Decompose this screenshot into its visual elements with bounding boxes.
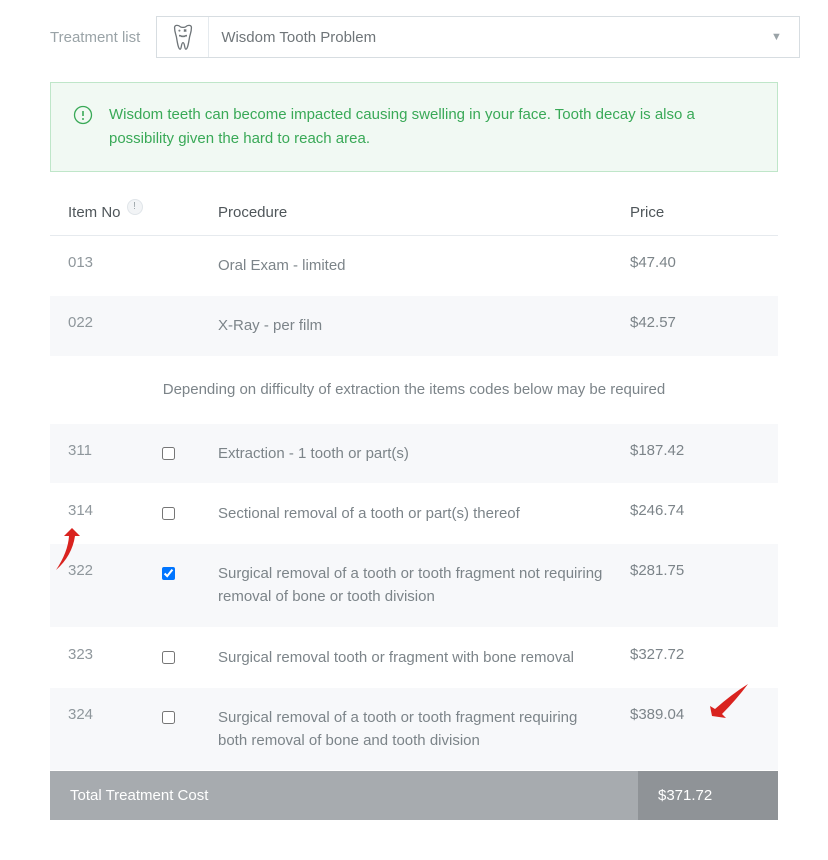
table-row: 322 Surgical removal of a tooth or tooth… bbox=[50, 544, 778, 628]
total-label: Total Treatment Cost bbox=[50, 771, 638, 820]
item-procedure: Surgical removal of a tooth or tooth fra… bbox=[218, 562, 630, 609]
item-price: $281.75 bbox=[630, 562, 760, 579]
info-badge-icon[interactable]: ! bbox=[127, 199, 143, 215]
item-procedure: Surgical removal tooth or fragment with … bbox=[218, 646, 630, 669]
total-value: $371.72 bbox=[638, 771, 778, 820]
table-row: 323 Surgical removal tooth or fragment w… bbox=[50, 628, 778, 688]
item-procedure: Oral Exam - limited bbox=[218, 254, 630, 277]
treatment-select[interactable]: Wisdom Tooth Problem ▼ bbox=[156, 16, 800, 58]
total-row: Total Treatment Cost $371.72 bbox=[50, 771, 778, 820]
item-procedure: Sectional removal of a tooth or part(s) … bbox=[218, 502, 630, 525]
item-procedure: Extraction - 1 tooth or part(s) bbox=[218, 442, 630, 465]
row-checkbox[interactable] bbox=[162, 651, 175, 664]
info-icon bbox=[73, 105, 93, 125]
item-code: 324 bbox=[68, 706, 158, 723]
page-root: Treatment list Wisdom Tooth Problem ▼ bbox=[0, 0, 828, 860]
item-price: $246.74 bbox=[630, 502, 760, 519]
col-procedure: Procedure bbox=[218, 204, 630, 221]
treatment-select-value: Wisdom Tooth Problem bbox=[209, 29, 771, 46]
item-price: $187.42 bbox=[630, 442, 760, 459]
section-note: Depending on difficulty of extraction th… bbox=[50, 357, 778, 424]
chevron-down-icon: ▼ bbox=[771, 31, 799, 43]
item-code: 013 bbox=[68, 254, 158, 271]
item-code: 314 bbox=[68, 502, 158, 519]
col-item-no: Item No ! bbox=[68, 204, 158, 221]
item-code: 322 bbox=[68, 562, 158, 579]
item-code: 022 bbox=[68, 314, 158, 331]
item-procedure: X-Ray - per film bbox=[218, 314, 630, 337]
col-price: Price bbox=[630, 204, 760, 221]
item-price: $47.40 bbox=[630, 254, 760, 271]
info-banner-text: Wisdom teeth can become impacted causing… bbox=[109, 103, 755, 151]
treatment-table: Item No ! Procedure Price 013 Oral Exam … bbox=[50, 190, 778, 820]
treatment-select-row: Treatment list Wisdom Tooth Problem ▼ bbox=[28, 16, 800, 58]
row-checkbox[interactable] bbox=[162, 567, 175, 580]
table-row: 013 Oral Exam - limited $47.40 bbox=[50, 236, 778, 296]
table-row: 022 X-Ray - per film $42.57 bbox=[50, 296, 778, 356]
item-procedure: Surgical removal of a tooth or tooth fra… bbox=[218, 706, 630, 753]
item-price: $389.04 bbox=[630, 706, 760, 723]
treatment-list-label: Treatment list bbox=[28, 29, 140, 46]
row-checkbox[interactable] bbox=[162, 507, 175, 520]
item-code: 323 bbox=[68, 646, 158, 663]
tooth-icon bbox=[157, 17, 209, 57]
info-banner: Wisdom teeth can become impacted causing… bbox=[50, 82, 778, 172]
row-checkbox[interactable] bbox=[162, 711, 175, 724]
table-header-row: Item No ! Procedure Price bbox=[50, 190, 778, 236]
item-price: $327.72 bbox=[630, 646, 760, 663]
table-row: 324 Surgical removal of a tooth or tooth… bbox=[50, 688, 778, 772]
table-row: 311 Extraction - 1 tooth or part(s) $187… bbox=[50, 424, 778, 484]
col-item-no-label: Item No bbox=[68, 204, 121, 221]
item-code: 311 bbox=[68, 442, 158, 459]
row-checkbox[interactable] bbox=[162, 447, 175, 460]
table-row: 314 Sectional removal of a tooth or part… bbox=[50, 484, 778, 544]
item-price: $42.57 bbox=[630, 314, 760, 331]
